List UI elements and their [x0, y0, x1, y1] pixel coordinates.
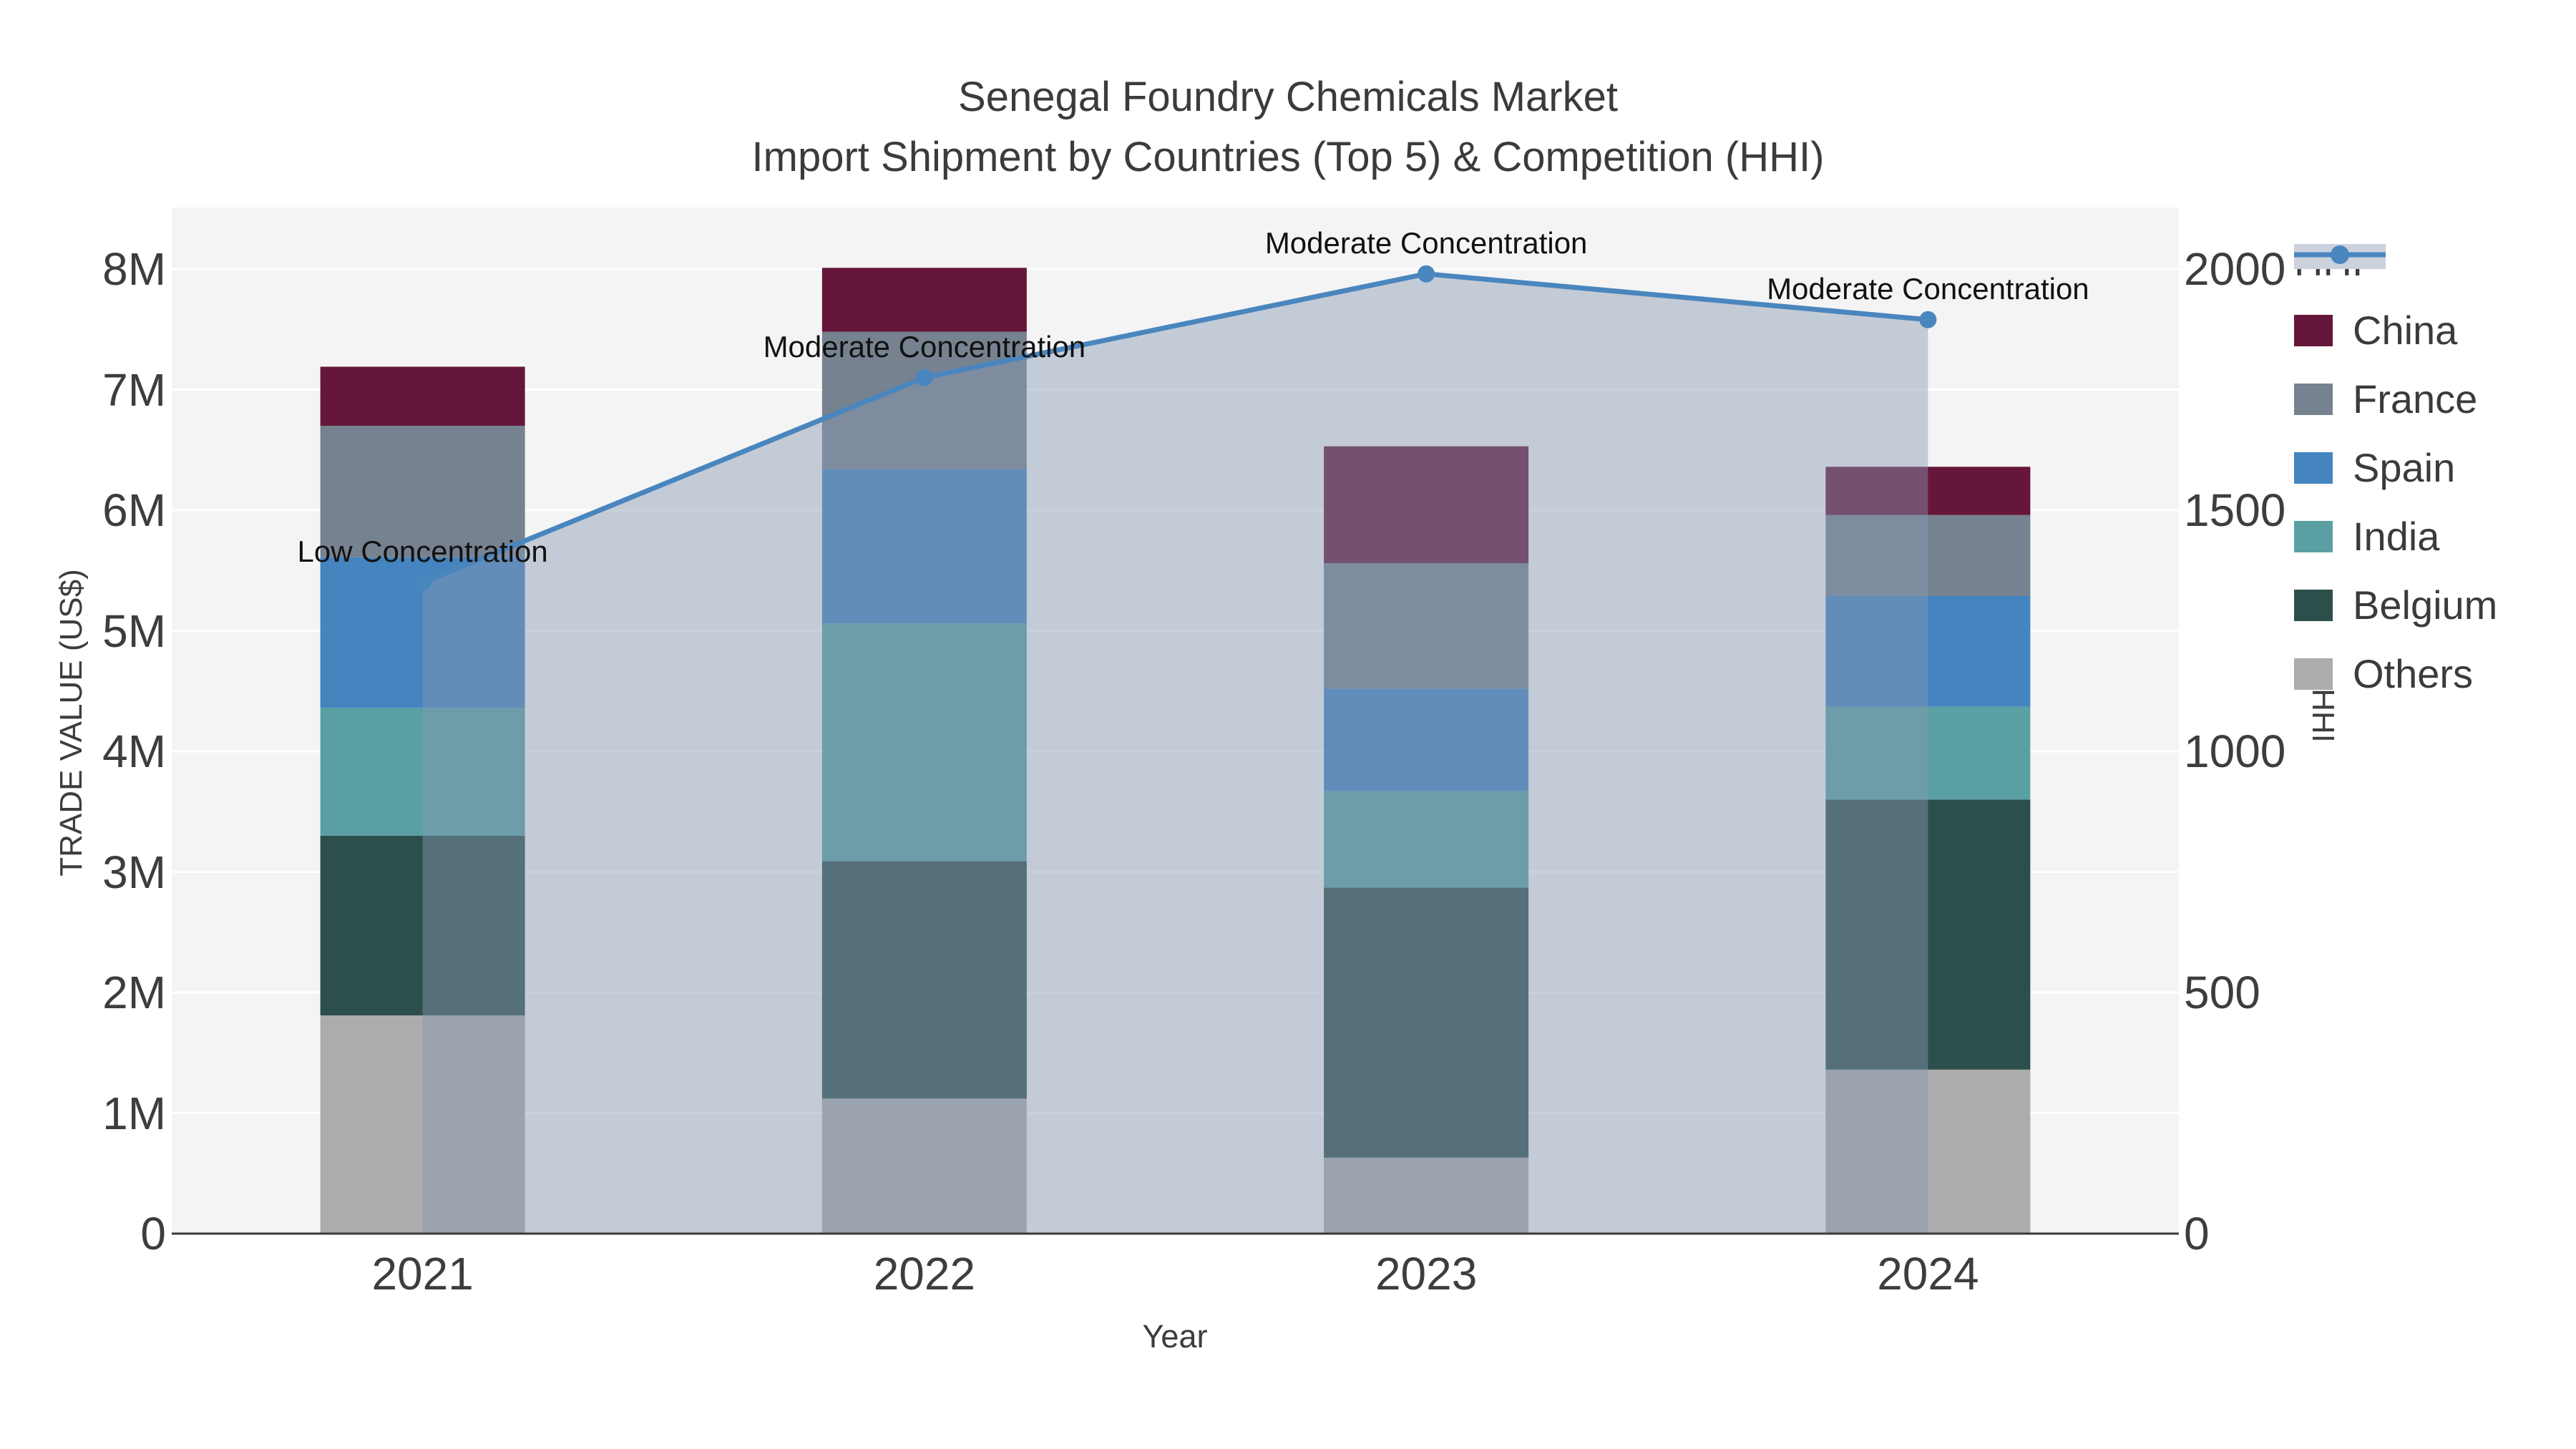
x-axis-label: Year — [1142, 1318, 1208, 1355]
legend-label-others: Others — [2353, 651, 2474, 696]
y-right-tick-1000: 1000 — [2184, 726, 2286, 777]
y-left-tick-0: 0 — [140, 1208, 166, 1259]
y-axis-label-right: HHI — [2306, 688, 2341, 743]
bar-segment-china-2023[interactable] — [1324, 446, 1529, 564]
y-left-tick-1M: 1M — [102, 1087, 166, 1139]
bar-segment-india-2021[interactable] — [320, 708, 525, 836]
chart-title-line1: Senegal Foundry Chemicals Market — [958, 74, 1618, 120]
y-left-tick-7M: 7M — [102, 364, 166, 416]
legend-swatch-others — [2294, 658, 2333, 690]
hhi-marker-2021[interactable] — [414, 574, 431, 592]
legend-swatch-india — [2294, 521, 2333, 552]
legend-swatch-china — [2294, 315, 2333, 346]
hhi-area-fill — [422, 273, 1928, 1234]
x-tick-2021: 2021 — [371, 1248, 474, 1299]
legend-label-belgium: Belgium — [2353, 582, 2498, 628]
bar-segment-france-2023[interactable] — [1324, 563, 1529, 689]
bar-segment-france-2024[interactable] — [1825, 514, 2031, 596]
annotation-2021: Low Concentration — [297, 535, 548, 569]
y-left-tick-2M: 2M — [102, 967, 166, 1018]
bar-segment-belgium-2022[interactable] — [821, 861, 1027, 1099]
y-left-tick-3M: 3M — [102, 846, 166, 898]
bar-segment-spain-2022[interactable] — [821, 469, 1027, 624]
bar-segment-spain-2024[interactable] — [1825, 595, 2031, 707]
hhi-marker-2024[interactable] — [1919, 311, 1937, 328]
bar-segment-china-2024[interactable] — [1825, 467, 2031, 515]
legend-swatch-france — [2294, 384, 2333, 415]
annotation-2023: Moderate Concentration — [1264, 225, 1588, 260]
bar-segment-belgium-2024[interactable] — [1825, 799, 2031, 1070]
x-tick-2022: 2022 — [873, 1248, 976, 1299]
y-left-tick-6M: 6M — [102, 484, 166, 536]
bar-segment-belgium-2021[interactable] — [320, 835, 525, 1016]
annotation-2022: Moderate Concentration — [763, 329, 1086, 364]
legend-label-france: France — [2353, 376, 2478, 421]
annotation-2024: Moderate Concentration — [1767, 271, 2089, 306]
y-right-tick-2000: 2000 — [2184, 243, 2286, 295]
legend-label-spain: Spain — [2353, 445, 2456, 490]
bar-segment-france-2022[interactable] — [821, 331, 1027, 469]
bar-segment-others-2024[interactable] — [1825, 1069, 2031, 1234]
legend-item-china[interactable]: China — [2294, 309, 2457, 352]
bar-segment-belgium-2023[interactable] — [1324, 887, 1529, 1158]
chart-title-line2: Import Shipment by Countries (Top 5) & C… — [751, 134, 1825, 180]
bar-segment-others-2022[interactable] — [821, 1098, 1027, 1234]
bar-segment-india-2024[interactable] — [1825, 706, 2031, 800]
y-right-tick-0: 0 — [2184, 1208, 2210, 1259]
legend-item-belgium[interactable]: Belgium — [2294, 584, 2497, 627]
bar-segment-china-2021[interactable] — [320, 366, 525, 426]
legend-item-hhi[interactable]: HHI — [2294, 240, 2386, 283]
bar-segment-others-2023[interactable] — [1324, 1157, 1529, 1234]
x-tick-2023: 2023 — [1375, 1248, 1478, 1299]
hhi-marker-2022[interactable] — [915, 369, 933, 386]
hhi-marker-2023[interactable] — [1418, 265, 1435, 283]
bar-segment-others-2021[interactable] — [320, 1015, 525, 1234]
x-tick-2024: 2024 — [1877, 1248, 1979, 1299]
legend-swatch-belgium — [2294, 590, 2333, 621]
legend-item-france[interactable]: France — [2294, 378, 2477, 421]
legend-item-others[interactable]: Others — [2294, 653, 2473, 696]
legend-label-india: India — [2353, 514, 2440, 559]
y-left-tick-5M: 5M — [102, 605, 166, 657]
bar-segment-china-2022[interactable] — [821, 268, 1027, 332]
y-left-tick-4M: 4M — [102, 726, 166, 777]
bar-segment-france-2021[interactable] — [320, 426, 525, 557]
bar-segment-spain-2023[interactable] — [1324, 688, 1529, 791]
y-left-tick-8M: 8M — [102, 243, 166, 295]
bar-segment-india-2022[interactable] — [821, 623, 1027, 862]
legend-label-china: China — [2353, 308, 2458, 353]
legend-swatch-spain — [2294, 452, 2333, 484]
bar-segment-india-2023[interactable] — [1324, 791, 1529, 888]
legend-item-spain[interactable]: Spain — [2294, 447, 2455, 489]
hhi-legend-swatch — [2294, 244, 2386, 269]
y-right-tick-500: 500 — [2184, 967, 2260, 1018]
hhi-line — [421, 271, 1928, 585]
legend-item-india[interactable]: India — [2294, 515, 2439, 558]
y-right-tick-1500: 1500 — [2184, 484, 2286, 536]
